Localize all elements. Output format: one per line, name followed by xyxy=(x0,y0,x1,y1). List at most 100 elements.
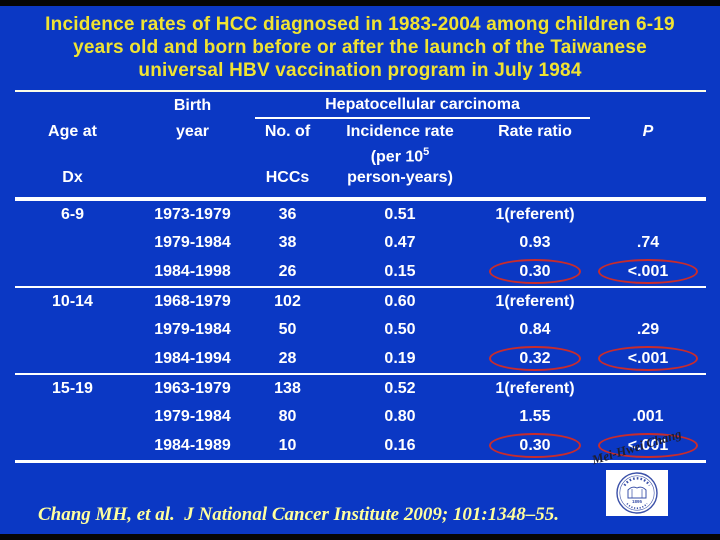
cell-birth: 1979-1984 xyxy=(130,408,255,426)
value-ratio: 1.55 xyxy=(519,407,551,425)
cell-rate: 0.50 xyxy=(320,321,480,339)
value-birth: 1979-1984 xyxy=(154,407,231,425)
cell-rate: 0.15 xyxy=(320,263,480,281)
title-line-3: universal HBV vaccination program in Jul… xyxy=(138,60,582,81)
value-birth: 1984-1989 xyxy=(154,436,231,454)
university-seal: 1895 xyxy=(606,470,668,516)
cell-rate: 0.80 xyxy=(320,408,480,426)
cell-age: 15-19 xyxy=(15,380,130,398)
header-birth-line1: Birth xyxy=(173,96,212,114)
header-dx: Dx xyxy=(62,169,83,186)
value-rate: 0.16 xyxy=(384,436,416,454)
cell-birth: 1973-1979 xyxy=(130,206,255,224)
value-age: 15-19 xyxy=(52,379,93,397)
value-rate: 0.47 xyxy=(384,233,416,251)
cell-birth: 1979-1984 xyxy=(130,234,255,252)
value-n: 28 xyxy=(278,349,297,367)
seal-graphic: 1895 xyxy=(616,472,658,514)
value-p: .29 xyxy=(636,320,660,338)
table-body: 6-9 1973-1979 36 0.51 1(referent) 1979-1984 38… xyxy=(15,199,706,463)
cell-ratio: 0.30 xyxy=(480,258,590,284)
cell-ratio: 0.30 xyxy=(480,432,590,458)
value-p: .74 xyxy=(636,233,660,251)
cell-rate: 0.51 xyxy=(320,206,480,224)
value-n: 138 xyxy=(274,379,301,397)
table-row: 6-9 1973-1979 36 0.51 1(referent) xyxy=(15,199,706,228)
cell-ratio: 1(referent) xyxy=(480,293,590,311)
value-ratio: 0.93 xyxy=(519,233,551,251)
header-row-group: Birth Hepatocellular carcinoma xyxy=(15,92,706,119)
value-n: 36 xyxy=(278,205,297,223)
value-birth: 1979-1984 xyxy=(154,320,231,338)
cell-n: 50 xyxy=(255,321,320,339)
cell-n: 80 xyxy=(255,408,320,426)
seal-bottom-text-arc xyxy=(626,502,648,509)
header-age-line1: Age at xyxy=(48,123,97,140)
bottom-border-bar xyxy=(0,534,720,540)
header-person-years: person-years) xyxy=(347,169,453,186)
value-n: 50 xyxy=(278,320,297,338)
cell-p: <.001 xyxy=(590,258,706,284)
value-ratio: 1(referent) xyxy=(495,379,575,397)
value-p: .001 xyxy=(632,407,664,425)
incidence-rate-label: Incidence rate xyxy=(346,123,454,140)
value-age: 10-14 xyxy=(52,292,93,310)
exponent: 5 xyxy=(423,146,430,158)
header-spacer xyxy=(130,163,255,197)
value-birth: 1979-1984 xyxy=(154,233,231,251)
table-row: 10-14 1968-1979 102 0.60 1(referent) xyxy=(15,286,706,315)
value-ratio: 0.84 xyxy=(519,320,551,338)
seal-gate-drawing xyxy=(627,486,647,499)
highlighted-p-value: <.001 xyxy=(597,345,700,371)
cell-n: 36 xyxy=(255,206,320,224)
cell-rate: 0.52 xyxy=(320,380,480,398)
value-n: 80 xyxy=(278,407,297,425)
cell-birth: 1979-1984 xyxy=(130,321,255,339)
value-birth: 1984-1994 xyxy=(154,349,231,367)
value-rate: 0.15 xyxy=(384,262,416,280)
cell-n: 102 xyxy=(255,293,320,311)
value-rate: 0.50 xyxy=(384,320,416,338)
header-row-main: Age at year No. of Incidence rate (per 1… xyxy=(15,119,706,165)
cell-rate: 0.47 xyxy=(320,234,480,252)
table-row: 1979-1984 50 0.50 0.84 .29 xyxy=(15,315,706,344)
header-p-value: P xyxy=(642,123,654,140)
value-age: 6-9 xyxy=(60,205,85,223)
cell-p: .29 xyxy=(590,321,706,339)
table-row: 15-19 1963-1979 138 0.52 1(referent) xyxy=(15,373,706,402)
header-hepatocellular-carcinoma: Hepatocellular carcinoma xyxy=(255,92,590,119)
cell-ratio: 0.84 xyxy=(480,321,590,339)
cell-ratio: 0.32 xyxy=(480,345,590,371)
value-n: 102 xyxy=(274,292,301,310)
value-n: 26 xyxy=(278,262,297,280)
value-ratio: 1(referent) xyxy=(495,205,575,223)
value-n: 10 xyxy=(278,436,297,454)
header-hccs: HCCs xyxy=(265,169,310,186)
seal-top-text-arc xyxy=(623,477,651,487)
header-incidence-rate: Incidence rate (per 105 xyxy=(320,119,480,165)
cell-birth: 1963-1979 xyxy=(130,380,255,398)
cell-p: .001 xyxy=(590,408,706,426)
table-row: 1984-1989 10 0.16 0.30 <.001 xyxy=(15,431,706,460)
cell-p: <.001 xyxy=(590,345,706,371)
header-rate-ratio: Rate ratio xyxy=(498,123,572,140)
title-line-1: Incidence rates of HCC diagnosed in 1983… xyxy=(45,14,675,35)
value-birth: 1963-1979 xyxy=(154,379,231,397)
top-border-bar xyxy=(0,0,720,6)
value-rate: 0.52 xyxy=(384,379,416,397)
table-row: 1984-1998 26 0.15 0.30 <.001 xyxy=(15,257,706,286)
highlighted-p-value: <.001 xyxy=(597,258,700,284)
cell-ratio: 0.93 xyxy=(480,234,590,252)
cell-birth: 1984-1994 xyxy=(130,350,255,368)
hcc-table: Birth Hepatocellular carcinoma Age at ye… xyxy=(15,90,706,463)
value-birth: 1973-1979 xyxy=(154,205,231,223)
header-row-sub: Dx HCCs person-years) xyxy=(15,163,706,197)
value-rate: 0.19 xyxy=(384,349,416,367)
cell-rate: 0.16 xyxy=(320,437,480,455)
table-row: 1984-1994 28 0.19 0.32 <.001 xyxy=(15,344,706,373)
cell-rate: 0.60 xyxy=(320,293,480,311)
seal-year: 1895 xyxy=(632,499,643,504)
header-no-of: No. of xyxy=(264,123,311,140)
cell-p: .74 xyxy=(590,234,706,252)
cell-birth: 1968-1979 xyxy=(130,293,255,311)
